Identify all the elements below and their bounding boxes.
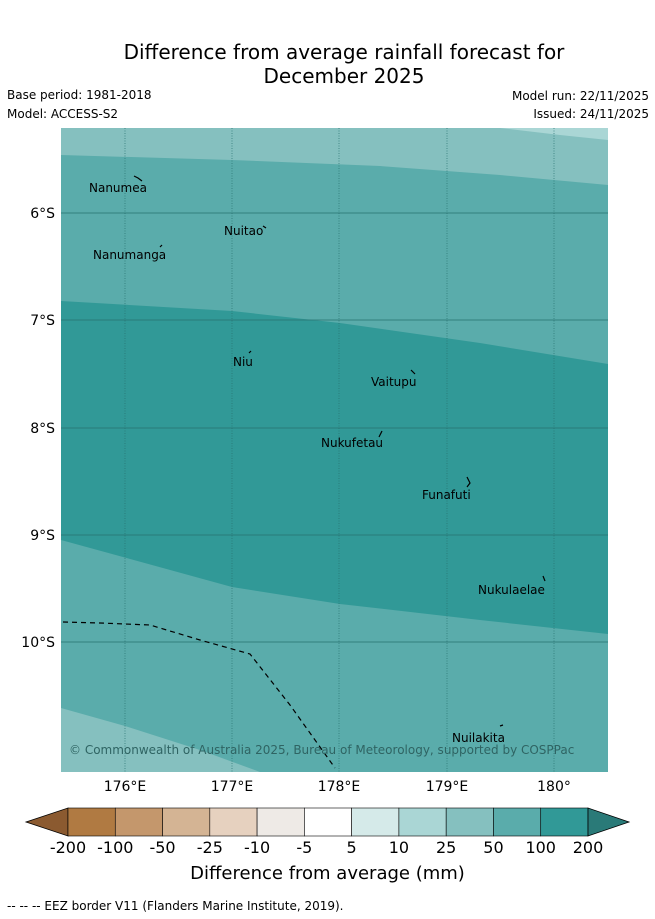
colorbar-tick-label: 100 xyxy=(525,838,556,857)
lon-label: 177°E xyxy=(211,779,254,795)
colorbar-tick-label: -100 xyxy=(97,838,134,857)
island-nuilakita xyxy=(499,724,504,727)
lat-label: 10°S xyxy=(21,635,55,651)
lat-label: 7°S xyxy=(30,313,55,329)
colorbar-tick-label: -25 xyxy=(196,838,223,857)
band-25-50-north xyxy=(61,128,608,185)
island-nukufetau xyxy=(378,430,383,438)
rainfall-map: Nanumea Nuitao Nanumanga Niu Vaitupu Nuk… xyxy=(61,128,608,772)
eez-border xyxy=(62,621,336,769)
band-100-200 xyxy=(61,301,608,634)
eez-footnote: -- -- -- EEZ border V11 (Flanders Marine… xyxy=(7,899,344,913)
title-line-1: Difference from average rainfall forecas… xyxy=(123,40,565,64)
island-niu xyxy=(248,350,252,354)
lon-label: 176°E xyxy=(104,779,147,795)
colorbar-tick-label: 10 xyxy=(388,838,410,857)
colorbar-swatch xyxy=(351,807,400,837)
island-vaitupu xyxy=(410,369,416,375)
island-nanumea xyxy=(133,175,143,182)
colorbar xyxy=(24,807,631,837)
colorbar-tick-label: -10 xyxy=(244,838,271,857)
model-name: Model: ACCESS-S2 xyxy=(7,107,119,121)
title-line-2: December 2025 xyxy=(263,64,425,88)
colorbar-tick-label: 25 xyxy=(435,838,457,857)
colorbar-title: Difference from average (mm) xyxy=(190,863,465,884)
lon-label: 178°E xyxy=(318,779,361,795)
islands xyxy=(133,175,546,727)
island-nuitao xyxy=(262,225,267,229)
colorbar-swatch xyxy=(256,807,305,837)
place-label: Vaitupu xyxy=(371,375,417,389)
lat-label: 9°S xyxy=(30,528,55,544)
island-nanumanga xyxy=(159,244,163,248)
colorbar-swatch xyxy=(540,807,589,837)
colorbar-swatch xyxy=(114,807,163,837)
base-period: Base period: 1981-2018 xyxy=(7,88,152,102)
band-25-50-south xyxy=(61,708,260,772)
colorbar-swatch xyxy=(304,807,352,837)
place-label: Niu xyxy=(233,355,253,369)
colorbar-swatch xyxy=(493,807,542,837)
place-label: Nanumanga xyxy=(93,248,166,262)
colorbar-tick-label: 50 xyxy=(483,838,504,857)
parallels xyxy=(61,212,608,643)
lat-label: 6°S xyxy=(30,206,55,222)
lon-label: 179°E xyxy=(426,779,469,795)
issued-date: Issued: 24/11/2025 xyxy=(533,107,649,121)
lon-label: 180° xyxy=(537,779,571,795)
colorbar-extend-high xyxy=(587,807,631,837)
colorbar-extend-low xyxy=(24,807,69,837)
colorbar-swatch xyxy=(445,807,494,837)
island-nukulaelae xyxy=(542,575,546,582)
colorbar-tick-label: 200 xyxy=(572,838,604,857)
island-funafuti xyxy=(466,476,471,488)
place-labels: Nanumea Nuitao Nanumanga Niu Vaitupu Nuk… xyxy=(89,181,545,745)
place-label: Nanumea xyxy=(89,181,147,195)
place-label: Nukufetau xyxy=(321,436,383,450)
colorbar-swatch xyxy=(67,807,116,837)
colorbar-tick-label: -200 xyxy=(49,838,87,857)
model-run: Model run: 22/11/2025 xyxy=(511,89,649,103)
map-title: Difference from average rainfall forecas… xyxy=(0,40,655,88)
place-label: Nuitao xyxy=(224,224,263,238)
colorbar-tick-label: -50 xyxy=(149,838,176,857)
latitude-labels: 6°S 7°S 8°S 9°S 10°S xyxy=(21,206,55,651)
colorbar-swatch xyxy=(398,807,447,837)
place-label: Funafuti xyxy=(422,488,471,502)
colorbar-tick-label: 5 xyxy=(346,838,357,857)
place-label: Nukulaelae xyxy=(478,583,545,597)
colorbar-tick-label: -5 xyxy=(296,838,313,857)
copyright-notice: © Commonwealth of Australia 2025, Bureau… xyxy=(69,743,574,757)
place-label: Nuilakita xyxy=(452,731,505,745)
colorbar-swatch xyxy=(209,807,258,837)
lat-label: 8°S xyxy=(30,421,55,437)
colorbar-swatch xyxy=(162,807,211,837)
longitude-labels: 176°E 177°E 178°E 179°E 180° xyxy=(104,779,571,795)
